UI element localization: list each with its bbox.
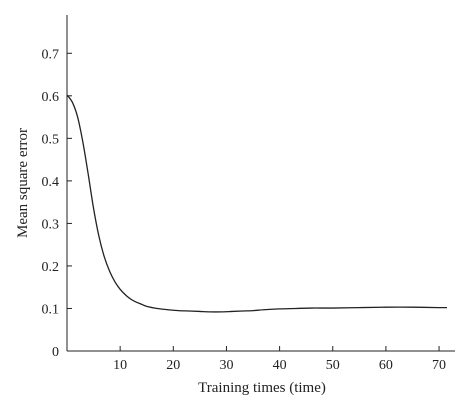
- x-tick-label: 70: [432, 358, 446, 373]
- y-tick-label: 0.1: [42, 302, 60, 317]
- y-tick-label: 0.7: [42, 47, 60, 62]
- x-axis-label: Training times (time): [198, 380, 326, 396]
- x-tick-label: 60: [379, 358, 393, 373]
- y-tick-label: 0.2: [42, 260, 60, 275]
- y-axis-label: Mean square error: [15, 128, 31, 238]
- chart-axes: [66, 15, 455, 352]
- x-tick-label: 40: [273, 358, 287, 373]
- x-tick-label: 30: [219, 358, 233, 373]
- x-tick-label: 10: [113, 358, 127, 373]
- y-tick-label: 0.3: [42, 217, 60, 232]
- x-tick-label: 20: [166, 358, 180, 373]
- y-tick-label: 0.6: [42, 90, 60, 105]
- series-line: [66, 94, 448, 313]
- y-tick-label: 0.5: [42, 132, 60, 147]
- y-axis-ticks: 0 0.1 0.2 0.3 0.4 0.5 0.6 0.7: [42, 47, 72, 360]
- x-axis-ticks: 10 20 30 40 50 60 70: [113, 346, 446, 373]
- y-tick-label: 0.4: [42, 175, 60, 190]
- series-group: [66, 94, 448, 313]
- x-tick-label: 50: [326, 358, 340, 373]
- y-tick-label: 0: [52, 345, 59, 360]
